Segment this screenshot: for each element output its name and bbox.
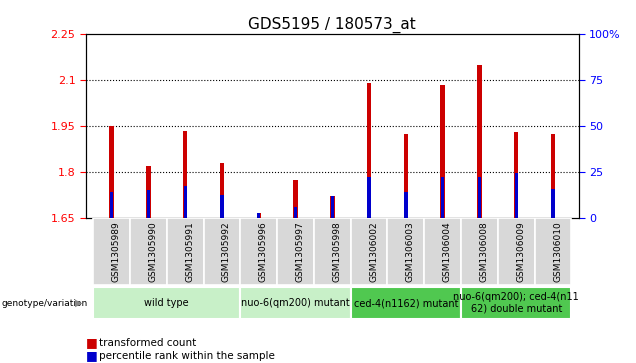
Bar	[461, 287, 571, 319]
Bar	[110, 192, 113, 218]
Bar	[293, 180, 298, 218]
Bar	[424, 218, 461, 285]
Bar	[368, 176, 371, 218]
Text: nuo-6(qm200) mutant: nuo-6(qm200) mutant	[241, 298, 350, 308]
Text: GSM1305998: GSM1305998	[333, 221, 342, 282]
Bar	[441, 85, 445, 218]
Bar	[184, 186, 187, 218]
Bar	[367, 83, 371, 218]
Bar	[146, 166, 151, 218]
Bar	[515, 174, 518, 218]
Bar	[461, 218, 498, 285]
Bar	[277, 218, 314, 285]
Bar	[498, 218, 535, 285]
Text: GSM1305992: GSM1305992	[222, 221, 231, 282]
Bar	[404, 134, 408, 218]
Text: ■: ■	[86, 349, 97, 362]
Text: GSM1306008: GSM1306008	[480, 221, 488, 282]
Text: transformed count: transformed count	[99, 338, 196, 348]
Bar	[514, 132, 518, 218]
Text: GSM1305991: GSM1305991	[185, 221, 194, 282]
Text: ced-4(n1162) mutant: ced-4(n1162) mutant	[354, 298, 458, 308]
Bar	[257, 213, 260, 218]
Text: ▶: ▶	[75, 298, 83, 308]
Bar	[404, 192, 408, 218]
Text: GSM1305997: GSM1305997	[296, 221, 305, 282]
Bar	[331, 196, 334, 218]
Bar	[330, 196, 335, 218]
Text: GSM1305990: GSM1305990	[148, 221, 157, 282]
Bar	[220, 195, 224, 218]
Text: percentile rank within the sample: percentile rank within the sample	[99, 351, 275, 361]
Bar	[535, 218, 571, 285]
Bar	[147, 190, 150, 218]
Bar	[167, 218, 204, 285]
Bar	[350, 218, 387, 285]
Bar	[350, 287, 461, 319]
Bar	[314, 218, 350, 285]
Bar	[477, 65, 481, 218]
Text: wild type: wild type	[144, 298, 189, 308]
Bar	[256, 213, 261, 218]
Bar	[551, 189, 555, 218]
Text: GSM1305996: GSM1305996	[259, 221, 268, 282]
Bar	[387, 218, 424, 285]
Bar	[93, 218, 130, 285]
Bar	[240, 287, 350, 319]
Text: GSM1306003: GSM1306003	[406, 221, 415, 282]
Bar	[294, 207, 297, 218]
Text: ■: ■	[86, 337, 97, 350]
Bar	[183, 131, 188, 218]
Text: GSM1305989: GSM1305989	[111, 221, 121, 282]
Text: nuo-6(qm200); ced-4(n11
62) double mutant: nuo-6(qm200); ced-4(n11 62) double mutan…	[453, 292, 579, 314]
Text: genotype/variation: genotype/variation	[1, 299, 88, 307]
Bar	[240, 218, 277, 285]
Bar	[130, 218, 167, 285]
Bar	[109, 126, 114, 218]
Text: GSM1306010: GSM1306010	[553, 221, 562, 282]
Text: GSM1306004: GSM1306004	[443, 221, 452, 282]
Bar	[551, 134, 555, 218]
Title: GDS5195 / 180573_at: GDS5195 / 180573_at	[249, 17, 416, 33]
Bar	[93, 287, 240, 319]
Bar	[204, 218, 240, 285]
Bar	[220, 163, 224, 218]
Text: GSM1306009: GSM1306009	[516, 221, 525, 282]
Text: GSM1306002: GSM1306002	[369, 221, 378, 282]
Bar	[478, 176, 481, 218]
Bar	[441, 176, 445, 218]
